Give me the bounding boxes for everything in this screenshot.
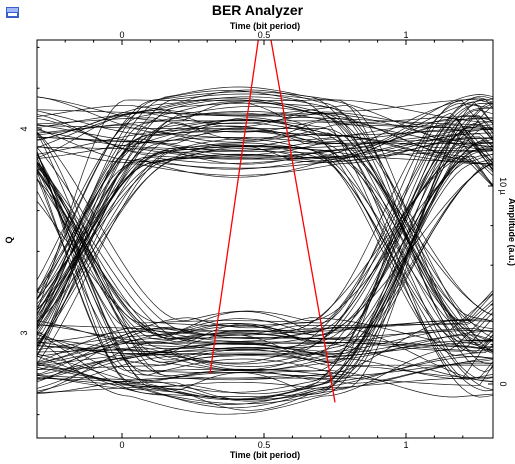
x-tick-label-top: 0.5 <box>258 30 271 40</box>
eye-trace <box>37 317 493 376</box>
eye-trace <box>37 169 493 386</box>
q-tick-label: 3 <box>19 330 29 335</box>
eye-trace <box>37 111 493 316</box>
chart-title: BER Analyzer <box>211 2 304 18</box>
eye-trace <box>37 143 493 354</box>
eye-trace <box>37 121 493 323</box>
eye-trace <box>37 102 493 326</box>
eye-trace <box>37 117 493 158</box>
eye-trace <box>37 109 493 364</box>
eye-trace <box>37 96 493 164</box>
eye-trace <box>37 136 493 343</box>
eye-trace <box>37 104 493 346</box>
eye-trace <box>37 156 493 351</box>
eye-trace <box>37 121 493 389</box>
eye-trace <box>37 104 493 364</box>
eye-trace <box>37 136 493 327</box>
eye-trace <box>37 158 493 371</box>
eye-trace <box>37 130 493 372</box>
eye-trace <box>37 163 493 411</box>
eye-trace <box>37 99 493 341</box>
eye-trace <box>37 161 493 336</box>
x-tick-label-bottom: 1 <box>403 440 408 450</box>
eye-trace <box>37 138 493 357</box>
x-axis-label-top: Time (bit period) <box>230 21 300 31</box>
ber-analyzer-app-icon <box>6 7 19 18</box>
eye-trace <box>37 307 493 415</box>
eye-trace <box>37 150 493 359</box>
eye-trace <box>37 129 493 170</box>
eye-trace <box>37 124 493 145</box>
eye-trace <box>37 162 493 339</box>
eye-trace <box>37 86 493 341</box>
x-tick-label-bottom: 0.5 <box>258 440 271 450</box>
eye-trace <box>37 144 493 328</box>
eye-trace <box>37 152 493 336</box>
eye-trace <box>37 142 493 348</box>
eye-trace <box>37 117 493 160</box>
eye-trace <box>37 139 493 355</box>
plot-frame <box>36 39 494 439</box>
eye-trace <box>37 125 493 330</box>
eye-trace <box>37 146 493 365</box>
eye-trace <box>37 124 493 342</box>
eye-trace <box>37 341 493 357</box>
eye-trace <box>37 156 493 400</box>
eye-trace <box>37 96 493 141</box>
eye-trace <box>37 117 493 162</box>
y-axis-label-right: Amplitude (a.u.) <box>507 198 515 266</box>
eye-trace <box>37 136 493 173</box>
eye-traces <box>37 86 493 415</box>
eye-trace <box>37 163 493 382</box>
eye-trace <box>37 95 493 330</box>
eye-trace <box>37 101 493 393</box>
x-tick-label-top: 0 <box>119 30 124 40</box>
x-axis-label-bottom: Time (bit period) <box>230 450 300 460</box>
q-tick-label: 4 <box>19 126 29 131</box>
eye-trace <box>37 109 493 363</box>
eye-trace <box>37 96 493 380</box>
y-axis-label-left: Q <box>4 236 14 243</box>
eye-trace <box>37 328 493 371</box>
x-tick-label-bottom: 0 <box>119 440 124 450</box>
amplitude-tick-label: 10 µ <box>498 177 508 195</box>
amplitude-tick-label: 0 <box>498 381 508 386</box>
eye-trace <box>37 356 493 401</box>
eye-trace <box>37 114 493 333</box>
eye-trace <box>37 176 493 405</box>
eye-trace <box>37 119 493 316</box>
eye-trace <box>37 103 493 388</box>
eye-trace <box>37 110 493 351</box>
eye-trace <box>37 147 493 366</box>
eye-trace <box>37 318 493 371</box>
eye-trace <box>37 128 493 329</box>
eye-trace <box>37 119 493 356</box>
eye-trace <box>37 142 493 353</box>
eye-trace <box>37 103 493 405</box>
eye-trace <box>37 97 493 323</box>
eye-trace <box>37 171 493 349</box>
eye-trace <box>37 91 493 321</box>
eye-trace <box>37 122 493 291</box>
eye-trace <box>37 131 493 322</box>
eye-trace <box>37 110 493 354</box>
x-tick-label-top: 1 <box>403 30 408 40</box>
q-factor-curve <box>209 40 336 403</box>
eye-trace <box>37 317 493 352</box>
eye-trace <box>37 343 493 390</box>
eye-trace <box>37 341 493 392</box>
eye-trace <box>37 102 493 392</box>
eye-trace <box>37 112 493 349</box>
eye-trace <box>37 149 493 384</box>
